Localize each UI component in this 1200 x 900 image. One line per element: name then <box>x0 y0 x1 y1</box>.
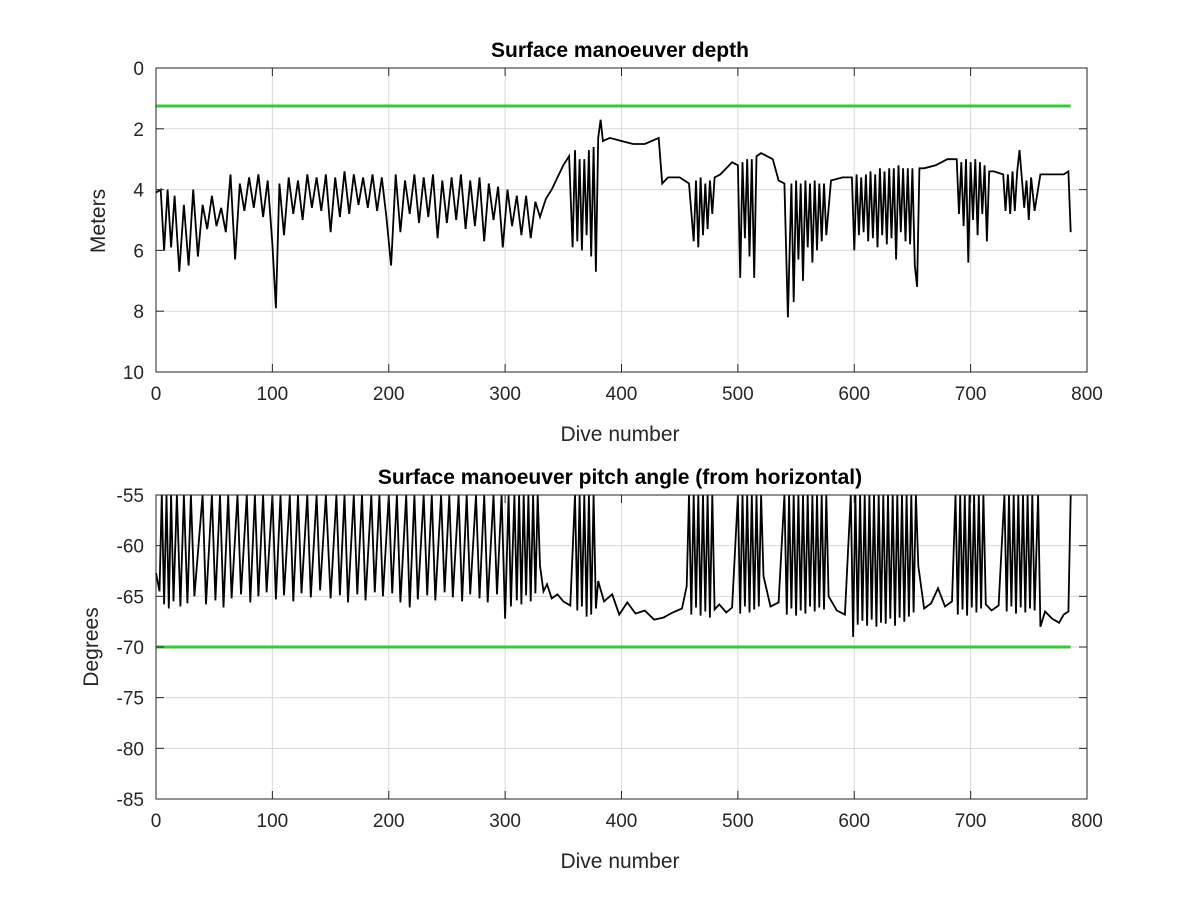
depth-y-ticks: 0 2 4 6 8 10 <box>123 59 1087 384</box>
depth-x-axis-label: Dive number <box>560 423 679 446</box>
pitch-y-tick-label: -65 <box>117 587 144 608</box>
depth-x-tick-label: 400 <box>606 384 638 405</box>
pitch-chart: 0 100 200 300 400 500 600 700 800 -55 -60 -65 -70 -7… <box>80 466 1103 873</box>
pitch-x-ticks: 0 100 200 300 400 500 600 700 800 <box>151 495 1103 832</box>
depth-x-tick-label: 100 <box>257 384 289 405</box>
depth-y-tick-label: 2 <box>133 120 144 141</box>
pitch-x-tick-label: 600 <box>838 811 870 832</box>
pitch-x-tick-label: 800 <box>1071 811 1103 832</box>
depth-y-axis-label: Meters <box>87 189 110 253</box>
depth-chart-title: Surface manoeuver depth <box>491 39 749 62</box>
pitch-x-tick-label: 500 <box>722 811 754 832</box>
depth-x-tick-label: 700 <box>955 384 987 405</box>
depth-x-tick-label: 200 <box>373 384 405 405</box>
pitch-y-axis-label: Degrees <box>80 607 103 686</box>
depth-x-tick-label: 300 <box>489 384 521 405</box>
pitch-x-tick-label: 200 <box>373 811 405 832</box>
depth-y-tick-label: 6 <box>133 241 144 262</box>
depth-data-line <box>155 119 1072 318</box>
depth-grid <box>155 67 1088 373</box>
depth-y-tick-label: 4 <box>133 181 144 202</box>
pitch-y-tick-label: -55 <box>117 486 144 507</box>
depth-y-tick-label: 0 <box>133 59 144 80</box>
depth-x-tick-label: 500 <box>722 384 754 405</box>
depth-x-tick-label: 0 <box>151 384 162 405</box>
pitch-y-tick-label: -80 <box>117 739 144 760</box>
depth-x-tick-label: 800 <box>1071 384 1103 405</box>
pitch-x-tick-label: 300 <box>489 811 521 832</box>
depth-plot-area <box>155 104 1072 318</box>
depth-x-tick-label: 600 <box>838 384 870 405</box>
pitch-x-tick-label: 100 <box>257 811 289 832</box>
pitch-y-tick-label: -70 <box>117 638 144 659</box>
pitch-plot-area <box>155 494 1072 649</box>
depth-y-tick-label: 10 <box>123 363 144 384</box>
pitch-x-axis-label: Dive number <box>560 850 679 873</box>
pitch-chart-title: Surface manoeuver pitch angle (from hori… <box>378 466 862 489</box>
pitch-y-tick-label: -60 <box>117 537 144 558</box>
pitch-x-tick-label: 700 <box>955 811 987 832</box>
depth-y-tick-label: 8 <box>133 302 144 323</box>
pitch-y-tick-label: -85 <box>117 790 144 811</box>
depth-chart: 0 100 200 300 400 500 600 700 800 0 2 4 6 8 10 Surfac… <box>87 39 1103 446</box>
pitch-y-tick-label: -75 <box>117 689 144 710</box>
pitch-x-tick-label: 0 <box>151 811 162 832</box>
pitch-data-line <box>155 494 1072 637</box>
depth-x-ticks: 0 100 200 300 400 500 600 700 800 <box>151 68 1103 405</box>
pitch-x-tick-label: 400 <box>606 811 638 832</box>
pitch-y-ticks: -55 -60 -65 -70 -75 -80 -85 <box>117 486 1087 811</box>
